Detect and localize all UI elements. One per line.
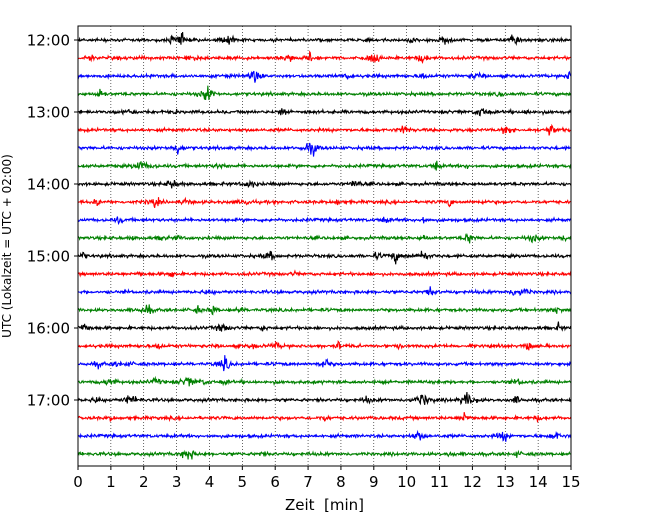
y-tick-label: 15:00 [27, 248, 70, 266]
trace-1315 [77, 123, 572, 136]
grid-layer [110, 26, 539, 466]
x-tick-label: 9 [369, 473, 379, 491]
trace-layer [77, 31, 572, 460]
trace-1715 [77, 412, 572, 423]
x-tick-label: 10 [397, 473, 416, 491]
x-tick-label: 1 [106, 473, 116, 491]
trace-1615 [77, 339, 572, 351]
trace-1500 [77, 250, 572, 265]
trace-1230 [77, 70, 572, 83]
y-tick-label: 12:00 [27, 32, 70, 50]
trace-1245 [77, 85, 572, 101]
x-tick-label: 14 [529, 473, 548, 491]
trace-1400 [77, 179, 572, 189]
y-tick-label: 13:00 [27, 104, 70, 122]
trace-1745 [77, 449, 572, 460]
x-axis-ticks: 0 1 2 3 4 5 6 7 8 9 10 11 12 13 14 15 [73, 466, 581, 491]
y-tick-label: 16:00 [27, 320, 70, 338]
trace-1430 [77, 216, 572, 226]
y-axis-ticks: 12:00 13:00 14:00 15:00 16:00 17:00 [27, 32, 78, 410]
trace-1445 [77, 232, 572, 244]
trace-1330 [77, 142, 572, 157]
trace-1730 [77, 429, 572, 442]
x-tick-label: 7 [303, 473, 313, 491]
trace-1700 [77, 391, 572, 406]
trace-1545 [77, 304, 572, 316]
x-tick-label: 5 [238, 473, 248, 491]
x-axis-label: Zeit [min] [285, 496, 364, 514]
x-tick-label: 6 [270, 473, 280, 491]
x-tick-label: 8 [336, 473, 346, 491]
y-tick-label: 14:00 [27, 176, 70, 194]
x-tick-label: 2 [139, 473, 149, 491]
x-tick-label: 13 [496, 473, 515, 491]
trace-1300 [77, 107, 572, 117]
x-tick-label: 0 [73, 473, 83, 491]
trace-1200 [77, 31, 572, 47]
trace-1530 [77, 286, 572, 297]
x-tick-label: 11 [430, 473, 449, 491]
trace-1515 [77, 269, 572, 278]
x-tick-label: 3 [172, 473, 182, 491]
x-tick-label: 4 [205, 473, 215, 491]
x-tick-label: 15 [561, 473, 580, 491]
trace-1415 [77, 196, 572, 209]
trace-1630 [77, 355, 572, 372]
plot-frame [77, 25, 572, 467]
trace-1645 [77, 375, 572, 387]
trace-1215 [77, 50, 572, 64]
y-axis-label: UTC (Lokalzeit = UTC + 02:00) [0, 154, 14, 338]
x-tick-label: 12 [463, 473, 482, 491]
trace-1600 [77, 321, 572, 332]
y-tick-label: 17:00 [27, 392, 70, 410]
trace-1345 [77, 160, 572, 171]
